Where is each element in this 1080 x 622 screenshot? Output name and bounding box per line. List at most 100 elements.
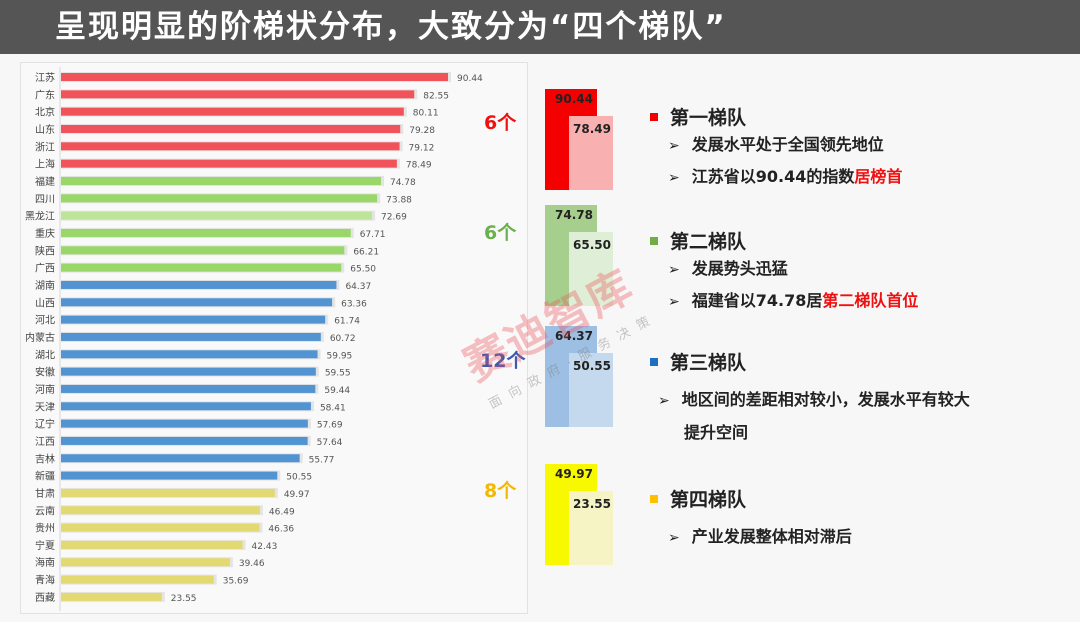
value-label: 65.50 <box>350 265 376 275</box>
tier-heading-text: 第三梯队 <box>670 352 747 374</box>
value-label: 57.64 <box>317 438 343 448</box>
value-label: 63.36 <box>341 299 367 309</box>
tier-min-block <box>569 116 613 190</box>
bullet-text: 福建省以74.78居 <box>691 291 823 310</box>
tier-min-value: 78.49 <box>573 122 611 136</box>
value-label: 55.77 <box>309 455 335 465</box>
category-label: 山东 <box>35 123 55 136</box>
bullet-text: 发展势头迅猛 <box>691 259 788 278</box>
bar <box>61 211 373 220</box>
value-label: 35.69 <box>223 577 249 587</box>
value-label: 58.41 <box>320 403 346 413</box>
tier-max-value: 90.44 <box>555 92 593 106</box>
arrow-bullet-icon: ➢ <box>668 170 680 186</box>
bullet-text: 发展水平处于全国领先地位 <box>691 135 884 154</box>
category-label: 青海 <box>35 574 55 587</box>
category-label: 陕西 <box>35 244 55 257</box>
bullet-highlight: 第二梯队首位 <box>822 291 919 310</box>
value-label: 59.95 <box>327 351 353 361</box>
value-label: 74.78 <box>390 178 416 188</box>
bar-chart-panel: 江苏 90.44 广东 82.55 北京 80.11 山东 79.28 浙江 79.12 上海 78.… <box>20 62 528 614</box>
category-label: 安徽 <box>35 366 55 379</box>
bullet-text: 提升空间 <box>684 423 749 442</box>
arrow-bullet-icon: ➢ <box>668 138 680 154</box>
tier-min-block <box>569 232 613 306</box>
tier-bullet: 提升空间 <box>684 419 748 443</box>
bar <box>61 523 260 532</box>
slide-title: 呈现明显的阶梯状分布，大致分为“四个梯队” <box>0 0 1080 54</box>
tier-max-value: 64.37 <box>555 329 593 343</box>
bar <box>61 558 230 567</box>
bar <box>61 73 448 81</box>
arrow-bullet-icon: ➢ <box>668 530 680 546</box>
tier-max-value: 49.97 <box>555 467 593 481</box>
tier-heading-text: 第一梯队 <box>670 107 747 129</box>
tier-heading: 第三梯队 <box>650 348 746 375</box>
tier-bullet: ➢ 福建省以74.78居第二梯队首位 <box>668 287 918 311</box>
bar <box>61 332 321 341</box>
bar <box>61 419 308 428</box>
tier-heading: 第四梯队 <box>650 485 746 512</box>
value-label: 79.12 <box>409 143 435 153</box>
value-label: 82.55 <box>423 91 449 101</box>
tier-bullet: ➢ 江苏省以90.44的指数居榜首 <box>668 163 902 187</box>
tier-count: 6个 <box>484 222 517 244</box>
tier-heading-text: 第二梯队 <box>670 231 747 253</box>
square-bullet-icon <box>650 112 658 121</box>
arrow-bullet-icon: ➢ <box>668 294 680 310</box>
bar <box>61 298 333 307</box>
bar <box>61 142 400 151</box>
value-label: 60.72 <box>330 334 356 344</box>
tier-heading: 第二梯队 <box>650 227 746 254</box>
value-label: 78.49 <box>406 161 432 171</box>
bar <box>61 575 214 584</box>
category-label: 湖南 <box>35 279 55 292</box>
value-label: 23.55 <box>171 594 197 604</box>
bar <box>61 194 378 203</box>
category-label: 河北 <box>35 315 55 327</box>
bar <box>61 592 162 601</box>
arrow-bullet-icon: ➢ <box>658 393 670 409</box>
tier-count: 8个 <box>484 480 517 502</box>
value-label: 57.69 <box>317 421 343 431</box>
category-label: 广东 <box>35 88 55 101</box>
bar <box>61 488 275 497</box>
bar <box>61 454 300 463</box>
square-bullet-icon <box>650 357 658 366</box>
tier-max-value: 74.78 <box>555 208 593 222</box>
value-label: 59.55 <box>325 369 351 379</box>
category-label: 河南 <box>35 383 55 396</box>
bar <box>61 402 311 411</box>
square-bullet-icon <box>650 236 658 245</box>
category-label: 浙江 <box>35 141 55 153</box>
category-label: 贵州 <box>35 522 55 535</box>
category-label: 宁夏 <box>35 539 55 552</box>
tier-heading-text: 第四梯队 <box>670 489 747 511</box>
value-label: 67.71 <box>360 230 386 240</box>
bar <box>61 280 337 289</box>
category-label: 上海 <box>35 158 55 171</box>
value-label: 59.44 <box>324 386 350 396</box>
bar <box>61 315 326 324</box>
arrow-bullet-icon: ➢ <box>668 262 680 278</box>
bar <box>61 107 404 116</box>
bar <box>61 263 342 272</box>
value-label: 66.21 <box>353 247 379 257</box>
category-label: 吉林 <box>35 452 55 465</box>
tier-bullet: ➢ 产业发展整体相对滞后 <box>668 523 852 547</box>
category-label: 广西 <box>35 263 55 275</box>
value-label: 46.36 <box>268 525 294 535</box>
tier-bullet: ➢ 地区间的差距相对较小，发展水平有较大 <box>658 386 970 410</box>
category-label: 湖北 <box>35 349 55 361</box>
category-label: 辽宁 <box>35 418 55 431</box>
bar <box>61 176 381 185</box>
category-label: 四川 <box>35 194 55 205</box>
category-label: 重庆 <box>35 227 55 240</box>
bar <box>61 246 345 255</box>
value-label: 73.88 <box>386 195 412 205</box>
category-label: 新疆 <box>35 470 55 483</box>
category-label: 北京 <box>35 106 55 119</box>
value-label: 39.46 <box>239 559 265 569</box>
category-label: 黑龙江 <box>25 210 55 223</box>
bullet-text: 产业发展整体相对滞后 <box>691 527 852 546</box>
